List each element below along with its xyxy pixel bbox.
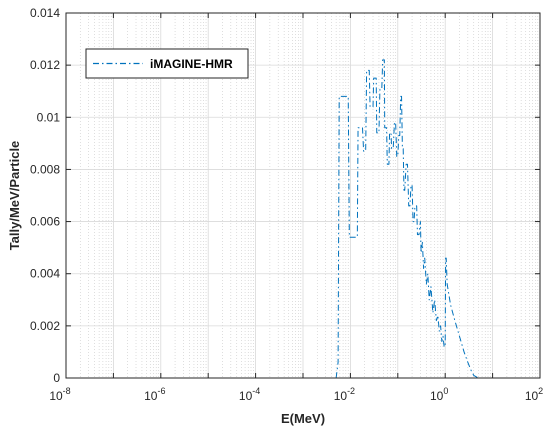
y-tick-label: 0.012	[30, 58, 60, 72]
y-tick-label: 0	[53, 371, 60, 385]
x-tick-label: 10-4	[239, 386, 260, 403]
y-tick-label: 0.01	[37, 110, 61, 124]
legend-label: iMAGINE-HMR	[150, 57, 233, 71]
y-tick-label: 0.008	[30, 162, 60, 176]
x-axis-title: E(MeV)	[281, 411, 325, 426]
tick-labels: 10-8 10-6 10-4 10-2 100 102 0 0.002 0.004 0.006 0.…	[30, 6, 543, 403]
ticks	[65, 12, 541, 379]
data-layer	[66, 59, 479, 379]
y-axis-title: Tally/MeV/Particle	[7, 141, 22, 251]
x-tick-label: 102	[525, 386, 543, 403]
y-tick-label: 0.006	[30, 215, 60, 229]
x-tick-label: 100	[430, 386, 448, 403]
legend-box	[85, 48, 249, 79]
y-tick-label: 0.014	[30, 6, 60, 20]
series-line	[66, 59, 479, 379]
x-tick-label: 10-8	[49, 386, 70, 403]
y-tick-label: 0.002	[30, 319, 60, 333]
y-tick-label: 0.004	[30, 267, 60, 281]
x-tick-label: 10-6	[144, 386, 165, 403]
x-tick-label: 10-2	[334, 386, 355, 403]
legend: iMAGINE-HMR	[85, 48, 249, 79]
